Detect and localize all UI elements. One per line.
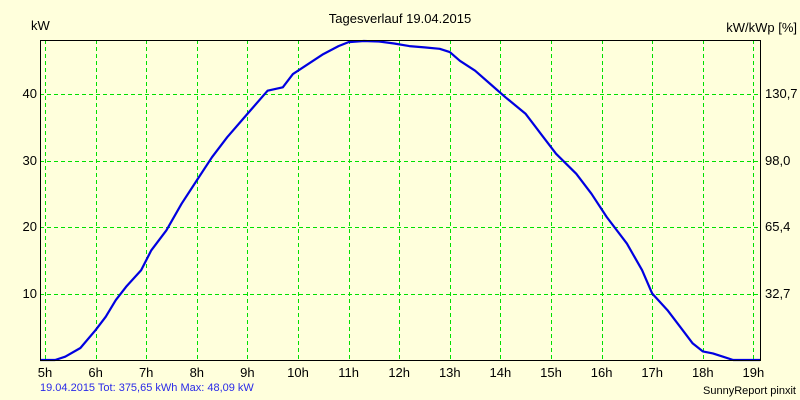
daily-summary: 19.04.2015 Tot: 375,65 kWh Max: 48,09 kW bbox=[40, 382, 254, 394]
x-tick: 19h bbox=[742, 365, 765, 380]
x-tick: 11h bbox=[338, 365, 359, 380]
y-tick-left: 40 bbox=[22, 86, 37, 101]
y-tick-right: 32,7 bbox=[765, 286, 791, 301]
plot-frame bbox=[40, 40, 761, 361]
y-axis-right-label: kW/kWp [%] bbox=[726, 20, 797, 35]
x-tick: 9h bbox=[240, 365, 255, 380]
x-tick: 12h bbox=[388, 365, 411, 380]
chart-title: Tagesverlauf 19.04.2015 bbox=[328, 11, 472, 26]
y-tick-left: 10 bbox=[22, 286, 37, 301]
y-tick-left: 20 bbox=[22, 219, 37, 234]
x-tick: 15h bbox=[540, 365, 562, 380]
grid-lines bbox=[40, 40, 760, 360]
x-tick: 17h bbox=[641, 365, 664, 380]
x-tick: 13h bbox=[438, 365, 461, 380]
x-tick: 7h bbox=[138, 365, 154, 380]
x-tick: 8h bbox=[189, 365, 205, 380]
x-tick: 10h bbox=[287, 365, 309, 380]
x-tick: 18h bbox=[691, 365, 714, 380]
y-axis-left-label: kW bbox=[31, 18, 50, 33]
power-curve bbox=[40, 39, 760, 362]
x-tick: 6h bbox=[88, 365, 103, 380]
credit-label: SunnyReport pinxit bbox=[703, 385, 796, 397]
x-tick: 14h bbox=[489, 365, 512, 380]
x-tick: 16h bbox=[590, 365, 613, 380]
x-tick: 5h bbox=[37, 365, 53, 380]
y-tick-right: 65,4 bbox=[765, 219, 791, 234]
y-tick-right: 98,0 bbox=[765, 153, 791, 168]
y-tick-left: 30 bbox=[22, 153, 37, 168]
y-tick-right: 130,7 bbox=[765, 86, 798, 101]
